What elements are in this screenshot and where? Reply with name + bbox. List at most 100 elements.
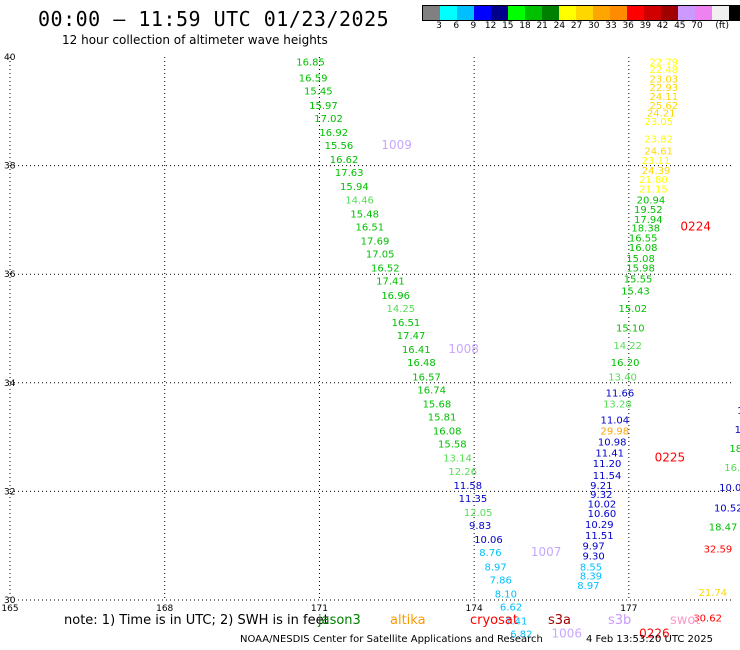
legend-tick: 12 <box>484 21 497 31</box>
swh-label: 16.08 <box>629 243 658 254</box>
swh-label: 22.93 <box>649 83 678 94</box>
swh-label: 32.59 <box>704 544 733 555</box>
swh-label: 7.41 <box>505 617 527 628</box>
legend-tick: 18 <box>519 21 531 31</box>
legend-tick: 70 <box>691 21 703 31</box>
legend-tick: 36 <box>622 21 634 31</box>
swh-label: 12.26 <box>448 467 477 478</box>
swh-label: 16.09 <box>724 463 740 474</box>
swh-label: 17.05 <box>366 250 395 261</box>
legend-swatch <box>729 6 740 20</box>
swh-label: 16.62 <box>330 155 359 166</box>
swh-label: 10.15 <box>735 425 740 436</box>
lon-tick-label: 168 <box>156 604 173 614</box>
swh-label: 11.58 <box>454 481 483 492</box>
lat-tick-label: 32 <box>4 487 15 497</box>
swh-label: 9.21 <box>590 481 612 492</box>
swh-label: 17.41 <box>376 277 405 288</box>
lat-tick-label: 38 <box>4 162 16 172</box>
swh-label: 21.15 <box>639 184 668 195</box>
lon-tick-label: 174 <box>466 604 483 614</box>
swh-label: 15.94 <box>340 182 369 193</box>
swh-label: 15.43 <box>621 286 650 297</box>
swh-label: 16.96 <box>381 291 410 302</box>
swh-label: 16.20 <box>611 358 640 369</box>
legend-tick: 21 <box>536 21 548 31</box>
swh-label: 13.28 <box>603 399 632 410</box>
time-label: 0224 <box>680 219 711 233</box>
lat-tick-label: 40 <box>4 53 16 63</box>
satellite-altika: altika <box>390 613 426 628</box>
swh-label: 21.80 <box>639 175 668 186</box>
swh-label: 9.97 <box>582 542 604 553</box>
swh-label: 11.35 <box>459 494 488 505</box>
swh-label: 14.22 <box>613 341 642 352</box>
swh-label: 15.97 <box>309 101 338 112</box>
swh-label: 17.69 <box>361 237 390 248</box>
time-label: 0225 <box>655 451 686 465</box>
swh-label: 23.82 <box>644 134 673 145</box>
legend-tick: 45 <box>674 21 686 31</box>
swh-label: 17.94 <box>634 215 663 226</box>
footer-note: note: 1) Time is in UTC; 2) SWH is in fe… <box>64 613 329 628</box>
swh-label: 15.98 <box>626 264 655 275</box>
swh-label: 16.74 <box>417 385 446 396</box>
swh-label: 14.25 <box>386 304 415 315</box>
swh-label: 29.98 <box>600 427 629 438</box>
satellite-cryosat: cryosat <box>470 613 518 628</box>
legend-tick: 3 <box>436 21 442 31</box>
legend-swatch <box>712 6 729 20</box>
swh-label: 19.52 <box>634 205 663 216</box>
legend-tick: 27 <box>570 21 583 31</box>
satellite-s3b: s3b <box>608 613 632 628</box>
legend-swatch <box>593 6 610 20</box>
swh-label: 18.25 <box>729 444 740 455</box>
time-label: 1008 <box>448 342 479 356</box>
swh-label: 10.29 <box>585 520 614 531</box>
legend-tick: 33 <box>605 21 617 31</box>
legend-swatch <box>678 6 695 20</box>
swh-label: 8.97 <box>484 562 506 573</box>
time-label: 1006 <box>552 627 583 641</box>
legend-tick: 9 <box>470 21 477 31</box>
lon-tick-label: 171 <box>311 604 328 614</box>
swh-label: 11.51 <box>585 531 614 542</box>
legend-tick: 15 <box>502 21 514 31</box>
time-label: 1007 <box>531 545 562 559</box>
swh-label: 15.58 <box>438 440 467 451</box>
swh-label: 15.55 <box>624 275 653 286</box>
swh-label: 16.85 <box>296 57 325 68</box>
lat-tick-label: 30 <box>4 596 16 606</box>
legend-swatch <box>440 6 457 20</box>
swh-label: 8.55 <box>580 562 602 573</box>
legend-swatch <box>491 6 508 20</box>
swh-label: 15.68 <box>423 399 452 410</box>
swh-label: 15.08 <box>626 254 655 265</box>
swh-label: 16.92 <box>319 128 348 139</box>
swh-label: 24.11 <box>649 92 678 103</box>
swh-label: 8.10 <box>495 589 517 600</box>
swh-label: 24.61 <box>644 146 673 157</box>
swh-label: 16.48 <box>407 358 436 369</box>
swh-label: 11.54 <box>593 471 622 482</box>
credit-text: NOAA/NESDIS Center for Satellite Applica… <box>240 634 543 645</box>
lon-tick-label: 165 <box>1 604 18 614</box>
swh-label: 16.55 <box>629 233 658 244</box>
timestamp: 4 Feb 13:53:20 UTC 2025 <box>586 634 713 645</box>
satellite-s3a: s3a <box>548 613 572 628</box>
satellite-jason3: jason3 <box>318 613 361 628</box>
legend-tick: 42 <box>656 21 669 31</box>
swh-label: 13.40 <box>608 372 637 383</box>
swh-label: 22.79 <box>649 57 678 68</box>
time-label: 1009 <box>381 138 412 152</box>
swh-label: 10.60 <box>588 509 617 520</box>
swh-label: 25.62 <box>649 101 678 112</box>
swh-label: 16.41 <box>402 345 431 356</box>
legend-swatch <box>457 6 474 20</box>
legend-swatch <box>644 6 661 20</box>
swh-label: 30.62 <box>693 613 722 624</box>
swh-label: 15.81 <box>428 412 457 423</box>
legend-swatch <box>695 6 712 20</box>
legend-swatch <box>627 6 644 20</box>
swh-label: 10.57 <box>737 406 740 417</box>
